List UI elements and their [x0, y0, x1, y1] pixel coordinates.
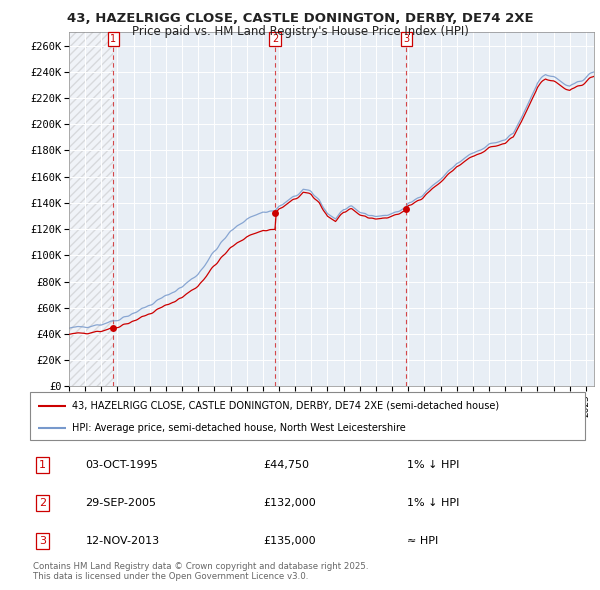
Bar: [69, 32, 113, 386]
FancyBboxPatch shape: [30, 392, 585, 440]
Text: 1% ↓ HPI: 1% ↓ HPI: [407, 498, 460, 508]
Text: £132,000: £132,000: [263, 498, 316, 508]
Text: 43, HAZELRIGG CLOSE, CASTLE DONINGTON, DERBY, DE74 2XE (semi-detached house): 43, HAZELRIGG CLOSE, CASTLE DONINGTON, D…: [71, 401, 499, 411]
Text: Contains HM Land Registry data © Crown copyright and database right 2025.
This d: Contains HM Land Registry data © Crown c…: [33, 562, 368, 581]
Text: HPI: Average price, semi-detached house, North West Leicestershire: HPI: Average price, semi-detached house,…: [71, 423, 406, 432]
Text: ≈ HPI: ≈ HPI: [407, 536, 439, 546]
Text: 29-SEP-2005: 29-SEP-2005: [86, 498, 157, 508]
Text: 1: 1: [39, 460, 46, 470]
Text: 1: 1: [110, 34, 116, 44]
Text: £44,750: £44,750: [263, 460, 309, 470]
Text: 2: 2: [38, 498, 46, 508]
Text: Price paid vs. HM Land Registry's House Price Index (HPI): Price paid vs. HM Land Registry's House …: [131, 25, 469, 38]
Text: 3: 3: [39, 536, 46, 546]
Text: 2: 2: [272, 34, 278, 44]
Text: 1% ↓ HPI: 1% ↓ HPI: [407, 460, 460, 470]
Text: 43, HAZELRIGG CLOSE, CASTLE DONINGTON, DERBY, DE74 2XE: 43, HAZELRIGG CLOSE, CASTLE DONINGTON, D…: [67, 12, 533, 25]
Text: £135,000: £135,000: [263, 536, 316, 546]
Text: 3: 3: [403, 34, 409, 44]
Text: 03-OCT-1995: 03-OCT-1995: [86, 460, 158, 470]
Text: 12-NOV-2013: 12-NOV-2013: [86, 536, 160, 546]
